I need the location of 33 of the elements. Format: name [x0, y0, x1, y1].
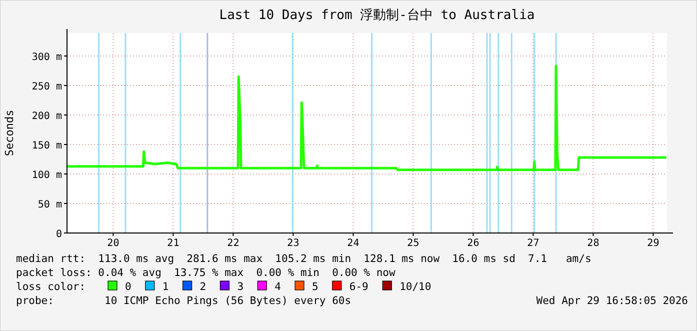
legend-label: 2: [200, 281, 206, 293]
text: median rtt: 113.0 ms avg 281.6 ms max 105.2 ms min 128.1 ms now 16.0 ms sd 7.1 am/s: [16, 253, 592, 265]
legend-label: 4: [274, 281, 281, 293]
y-tick-label: 50 m: [38, 200, 62, 210]
x-tick-label: 22: [227, 238, 240, 249]
x-tick-label: 24: [347, 238, 360, 249]
y-tick-label: 150 m: [32, 140, 62, 152]
legend-label: 6-9: [349, 281, 368, 293]
y-tick-label: 100 m: [32, 170, 62, 182]
text: Wed Apr 29 16:58:05 2026: [536, 295, 688, 307]
line-series: [66, 64, 668, 172]
y-axis-title: Seconds: [3, 110, 16, 156]
x-tick-label: 29: [647, 238, 660, 249]
legend-label: 5: [312, 281, 318, 293]
chart-title: Last 10 Days from 浮動制-台中 to Australia: [219, 8, 535, 23]
y-tick-label: 250 m: [32, 82, 62, 93]
y-tick-label: 200 m: [32, 111, 62, 122]
x-tick-label: 23: [287, 238, 300, 249]
x-tick-label: 26: [467, 238, 480, 249]
text: packet loss: 0.04 % avg 13.75 % max 0.00 % min 0.00 % now: [16, 267, 396, 279]
legend-label: 0: [125, 281, 132, 293]
x-tick-label: 28: [587, 238, 600, 249]
legend-title: loss color:: [16, 281, 86, 293]
legend-label: 10/10: [400, 281, 432, 293]
y-tick-label: 300 m: [32, 52, 62, 64]
x-tick-label: 20: [107, 238, 120, 249]
y-tick-label: 0: [56, 229, 62, 240]
x-tick-label: 21: [167, 238, 180, 249]
text: probe: 10 ICMP Echo Pings (56 Bytes) every 60s: [16, 295, 352, 307]
legend-label: 1: [162, 281, 169, 293]
legend-label: 3: [237, 281, 244, 293]
x-tick-label: 27: [527, 238, 540, 249]
x-tick-label: 25: [407, 238, 420, 249]
